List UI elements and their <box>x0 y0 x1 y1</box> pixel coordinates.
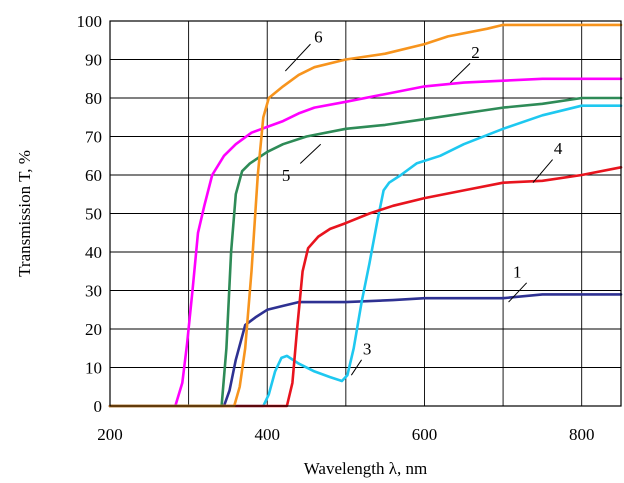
curve-label-4: 4 <box>554 139 563 158</box>
y-tick-label: 90 <box>85 51 102 70</box>
curve-label-1: 1 <box>513 262 522 281</box>
x-tick-label: 200 <box>97 425 123 444</box>
y-tick-label: 20 <box>85 320 102 339</box>
curve-label-5: 5 <box>282 166 291 185</box>
y-tick-label: 40 <box>85 243 102 262</box>
curve-labels: 1 2 3 4 5 6 <box>282 27 563 376</box>
y-tick-label: 70 <box>85 128 102 147</box>
y-axis-label: Transmission T, % <box>15 150 34 277</box>
x-tick-label: 400 <box>254 425 280 444</box>
series-lines <box>108 23 623 408</box>
series-line-2 <box>108 77 623 408</box>
curve-label-2: 2 <box>471 43 480 62</box>
series-line-1 <box>108 293 623 408</box>
series-line-6 <box>108 23 623 408</box>
curve-label-leader-2 <box>450 62 471 83</box>
y-tick-label: 60 <box>85 166 102 185</box>
series-line-4 <box>108 166 623 408</box>
y-tick-label: 80 <box>85 89 102 108</box>
curve-label-leader-5 <box>299 143 322 164</box>
tick-labels: 0 10 20 30 40 50 60 70 80 90 100 200 400 600 800 <box>77 12 595 444</box>
x-tick-label: 600 <box>412 425 438 444</box>
y-tick-label: 50 <box>85 205 102 224</box>
plot-frame <box>109 20 622 407</box>
curve-label-6: 6 <box>314 27 323 46</box>
curve-label-leader-1 <box>508 282 528 303</box>
curve-label-leader-3 <box>350 359 362 376</box>
curve-label-leader-4 <box>532 159 553 184</box>
curve-label-leader-6 <box>284 43 311 72</box>
y-tick-label: 0 <box>94 397 103 416</box>
y-tick-label: 10 <box>85 359 102 378</box>
series-line-5 <box>108 96 623 408</box>
x-axis-label: Wavelength λ, nm <box>304 459 427 478</box>
y-tick-label: 30 <box>85 282 102 301</box>
y-tick-label: 100 <box>77 12 103 31</box>
x-tick-label: 800 <box>569 425 595 444</box>
series-line-3 <box>108 104 623 408</box>
curve-label-3: 3 <box>363 339 372 358</box>
